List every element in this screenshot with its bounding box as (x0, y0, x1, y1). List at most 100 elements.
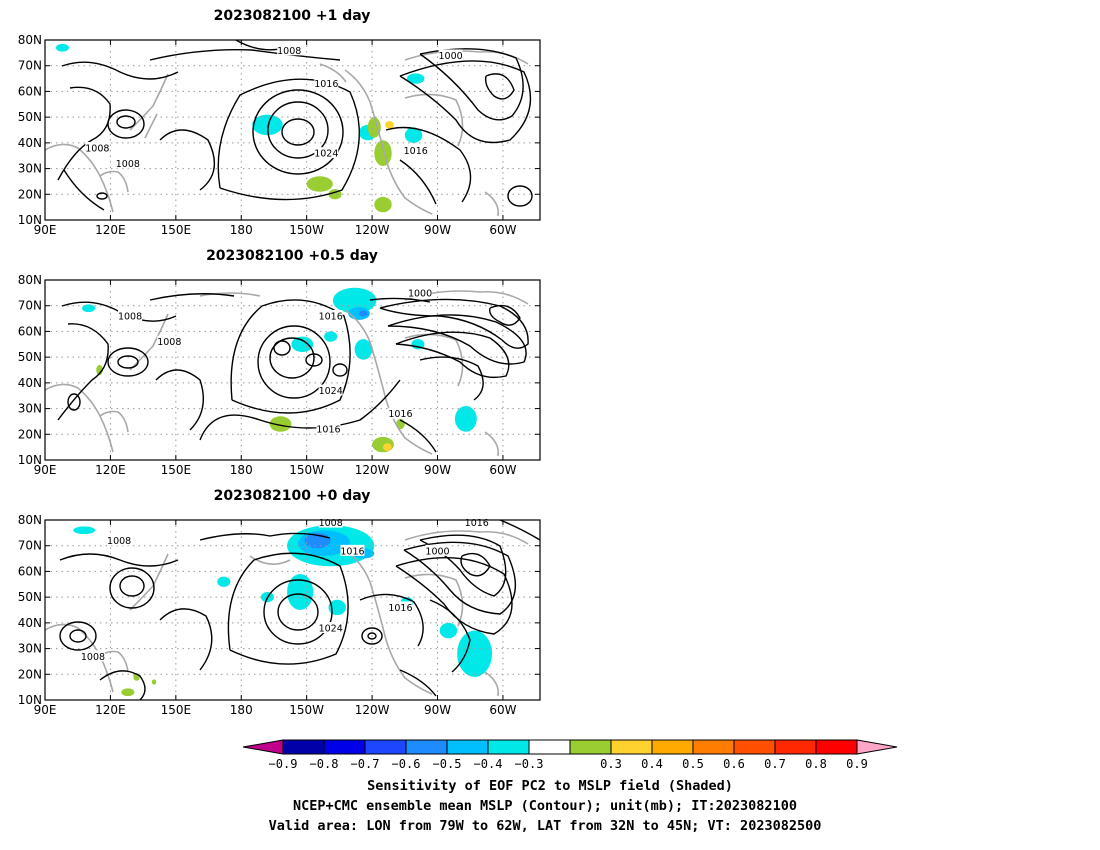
y-tick-label: 20N (18, 187, 42, 201)
colorbar-label: 0.9 (846, 757, 868, 771)
contour-label-bg (118, 310, 143, 321)
panel-title: 2023082100 +0 day (214, 488, 371, 504)
sensitivity-region (367, 117, 381, 138)
sensitivity-region (151, 679, 157, 685)
colorbar-label: −0.4 (474, 757, 503, 771)
colorbar-box (446, 739, 489, 755)
x-tick-label: 90W (424, 223, 451, 237)
x-tick-label: 120W (355, 463, 390, 477)
sensitivity-shading (55, 43, 425, 213)
x-tick-label: 180 (230, 223, 253, 237)
y-tick-label: 10N (18, 453, 42, 467)
caption-line-1: Sensitivity of EOF PC2 to MSLP field (Sh… (367, 778, 733, 794)
contour-label-bg (157, 335, 182, 347)
sensitivity-region (382, 443, 392, 451)
contour-label: 1008 (85, 144, 109, 155)
contour-label: 1016 (388, 409, 412, 420)
x-tick-label: 150W (289, 463, 324, 477)
mslp-contours (57, 293, 529, 453)
y-tick-label: 30N (18, 642, 42, 656)
sensitivity-region (306, 176, 333, 192)
map-panel-3: 2023082100 +0 day (18, 488, 541, 717)
colorbar-label: 0.3 (600, 757, 622, 771)
map-background (45, 280, 540, 460)
colorbar-box (815, 739, 858, 755)
x-tick-label: 180 (230, 703, 253, 717)
contour-label-bg (340, 544, 365, 556)
x-tick-label: 120E (95, 223, 126, 237)
map-panel-1: 2023082100 +1 day (18, 8, 541, 237)
y-tick-label: 10N (18, 213, 42, 227)
y-tick-label: 50N (18, 110, 42, 124)
colorbar-label: 0.4 (641, 757, 663, 771)
x-tick-label: 150E (161, 703, 192, 717)
contour-label: 1016 (314, 79, 338, 90)
colorbar (242, 739, 898, 755)
colorbar-label: 0.7 (764, 757, 786, 771)
contour-label-bg (316, 423, 341, 435)
colorbar-label: −0.5 (433, 757, 462, 771)
contour-label: 1016 (465, 518, 489, 529)
panel-title: 2023082100 +0.5 day (206, 248, 378, 264)
y-tick-label: 30N (18, 402, 42, 416)
contour-label-bg (107, 534, 132, 546)
sensitivity-region (457, 630, 493, 677)
x-tick-label: 60W (489, 703, 516, 717)
colorbar-box (364, 739, 407, 755)
contour-label-bg (425, 544, 450, 556)
y-tick-label: 50N (18, 590, 42, 604)
map-frame (44, 279, 541, 461)
map-axes: 90E 120E 150E 180 150W 120W 90W 60W 10N 20N 30N 40N… (18, 273, 540, 477)
contour-label-bg (80, 650, 105, 662)
x-tick-label: 60W (489, 463, 516, 477)
map-axes: 90E 120E 150E 180 150W 120W 90W 60W 10N 20N 30N 40N… (18, 513, 540, 717)
panel-title: 2023082100 +1 day (214, 8, 371, 24)
colorbar-left-arrow (242, 739, 284, 755)
y-tick-label: 60N (18, 324, 42, 338)
colorbar-box (487, 739, 530, 755)
contour-label-bg (314, 77, 339, 89)
contour-label-bg (314, 147, 339, 159)
sensitivity-region (217, 576, 231, 587)
y-tick-label: 70N (18, 59, 42, 73)
caption-line-2: NCEP+CMC ensemble mean MSLP (Contour); u… (293, 798, 797, 814)
y-tick-label: 40N (18, 136, 42, 150)
contour-label: 1008 (81, 652, 105, 663)
colorbar-label: 0.8 (805, 757, 827, 771)
colorbar-box (282, 739, 325, 755)
y-tick-label: 70N (18, 299, 42, 313)
contour-label-bg (388, 601, 413, 613)
sensitivity-region (354, 339, 373, 360)
contour-label-bg (115, 157, 140, 169)
x-tick-label: 90W (424, 703, 451, 717)
y-tick-label: 40N (18, 616, 42, 630)
mslp-contours (57, 40, 533, 211)
sensitivity-region (269, 416, 292, 432)
sensitivity-region (291, 336, 314, 352)
colorbar-right-arrow (856, 739, 898, 755)
y-tick-label: 20N (18, 427, 42, 441)
contour-labels: 1000 1008 1016 1008 1024 1016 1016 (118, 286, 432, 436)
lat-lon-grid (45, 40, 540, 220)
sensitivity-region (73, 526, 96, 535)
contour-label-bg (318, 384, 343, 396)
colorbar-box (323, 739, 366, 755)
sensitivity-region (287, 574, 314, 610)
y-tick-label: 80N (18, 513, 42, 527)
contour-label: 1024 (319, 624, 343, 635)
y-tick-label: 50N (18, 350, 42, 364)
colorbar-label: −0.6 (392, 757, 421, 771)
colorbar-label: −0.9 (269, 757, 298, 771)
colorbar-box (569, 739, 612, 755)
x-tick-label: 90E (34, 703, 57, 717)
contour-label: 1008 (118, 312, 142, 323)
sensitivity-shading (82, 287, 477, 453)
x-tick-label: 120W (355, 223, 390, 237)
contour-label-bg (438, 49, 463, 61)
map-axes: 90E 120E 150E 180 150W 120W 90W 60W 10N 20N 30N 40N… (18, 33, 540, 237)
colorbar-label: −0.8 (310, 757, 339, 771)
coastlines (45, 530, 529, 697)
x-tick-label: 120E (95, 463, 126, 477)
colorbar-label: −0.3 (515, 757, 544, 771)
x-tick-label: 120W (355, 703, 390, 717)
